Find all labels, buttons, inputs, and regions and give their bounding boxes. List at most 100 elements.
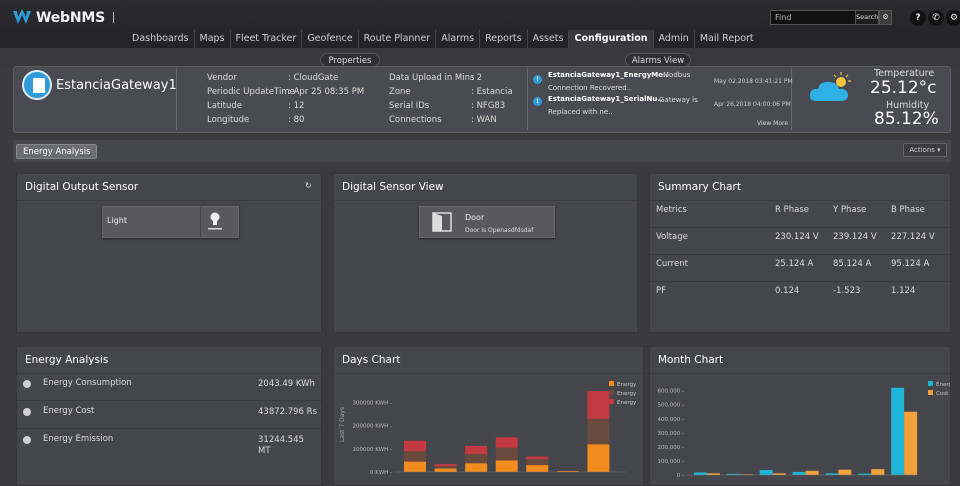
bar[interactable] [404,451,426,461]
energy-radio[interactable] [23,436,31,444]
property-label: Data Upload in Mins [389,73,474,83]
property-label: Zone [389,87,411,97]
bar[interactable] [465,446,487,454]
alarm-title[interactable]: EstanciaGateway1_SerialNu.. [548,95,663,103]
bar[interactable] [587,444,609,472]
tab-energy-analysis[interactable]: Energy Analysis [16,144,97,159]
property-value: : 80 [288,115,304,125]
alarm-message: Connection Recovered.. [548,84,631,92]
nav-item-assets[interactable]: Assets [527,30,569,48]
nav-item-geofence[interactable]: Geofence [301,30,357,48]
energy-radio[interactable] [23,408,31,416]
bar[interactable] [793,472,806,475]
card-title: Month Chart [650,347,950,374]
divider [200,207,201,237]
summary-cell: PF [656,286,666,296]
nav-item-dashboards[interactable]: Dashboards [127,30,194,48]
bar[interactable] [435,469,457,472]
light-label: Light [107,216,127,225]
bar[interactable] [435,466,457,468]
partly-cloudy-icon [808,70,856,104]
bar[interactable] [435,464,457,466]
bar[interactable] [526,456,548,459]
property-value: : NFG83 [471,101,505,111]
nav-item-reports[interactable]: Reports [479,30,526,48]
help-icon[interactable]: ? [910,10,926,26]
alarm-message: Gateway is [659,96,698,104]
property-value: : 12 [288,101,304,111]
bar[interactable] [465,454,487,463]
row-divider [17,400,321,401]
bar[interactable] [806,471,819,475]
nav-item-maps[interactable]: Maps [194,30,230,48]
nav-item-fleet-tracker[interactable]: Fleet Tracker [230,30,302,48]
door-label: Door [465,213,484,222]
summary-cell: 227.124 V [891,232,935,242]
bar[interactable] [871,469,884,475]
door-icon [432,212,452,232]
brand-logo[interactable]: WebNMS [12,9,114,26]
nav-item-alarms[interactable]: Alarms [435,30,479,48]
phone-icon[interactable]: ✆ [928,10,944,26]
month-chart: 0 -100,000 -200,000 -300,000 -400,000 -5… [650,374,950,481]
alarm-title[interactable]: EstanciaGateway1_EnergyMe.. [548,71,668,79]
refresh-icon[interactable]: ↻ [305,181,312,190]
actions-dropdown[interactable]: Actions ▾ [903,143,947,157]
bar[interactable] [404,462,426,472]
view-more-link[interactable]: View More [757,120,788,127]
gear-icon[interactable]: ⚙ [946,10,960,26]
property-value: : Estancia [471,87,513,97]
alarms-view-pill[interactable]: Alarms View [625,53,691,67]
divider [527,68,528,130]
card-title: Days Chart [334,347,643,374]
nav-item-configuration[interactable]: Configuration [568,30,652,48]
search-options-icon[interactable]: ⚙ [879,10,892,25]
alarm-message: Modbus [663,71,690,79]
light-bulb-icon [208,211,222,231]
bar[interactable] [465,463,487,472]
nav-item-admin[interactable]: Admin [653,30,694,48]
bar[interactable] [694,472,707,475]
card-title: Digital Output Sensor [17,174,321,201]
bar[interactable] [587,419,609,444]
summary-header: B Phase [891,205,925,215]
row-divider [17,428,321,429]
webnms-logo-icon [12,9,32,26]
legend-label[interactable]: Energy [936,382,950,388]
bar[interactable] [760,470,773,475]
legend-swatch [609,399,614,404]
legend-label[interactable]: Energy [617,391,637,397]
nav-item-mail-report[interactable]: Mail Report [694,30,759,48]
legend-label[interactable]: Energy [617,382,637,388]
property-value: : Apr 25 08:35 PM [288,87,364,97]
bar[interactable] [496,448,518,461]
property-label: Latitude [207,101,242,111]
legend-label[interactable]: Cost [936,391,949,397]
bar[interactable] [526,459,548,465]
gateway-device-icon [22,70,52,100]
summary-header: Y Phase [833,205,866,215]
alarm-message: Replaced with ne.. [548,108,613,116]
bar[interactable] [404,441,426,451]
y-tick-label: 200,000 - [658,445,684,451]
legend-label[interactable]: Energy [617,400,637,406]
search-button[interactable]: Search [855,10,879,25]
summary-cell: Voltage [656,232,688,242]
energy-label: Energy Consumption [43,378,132,388]
bar[interactable] [891,388,904,475]
bar[interactable] [904,412,917,475]
energy-radio[interactable] [23,380,31,388]
energy-value: 31244.545 [258,435,304,445]
sub-header [0,48,960,68]
bar[interactable] [496,437,518,447]
bar[interactable] [496,460,518,472]
bar[interactable] [587,391,609,419]
search-input[interactable] [770,10,856,25]
properties-pill[interactable]: Properties [320,53,380,67]
nav-item-route-planner[interactable]: Route Planner [358,30,436,48]
bar[interactable] [838,470,851,475]
alarm-info-icon: ! [533,97,542,106]
summary-cell: 25.124 A [775,259,813,269]
bar[interactable] [526,465,548,472]
